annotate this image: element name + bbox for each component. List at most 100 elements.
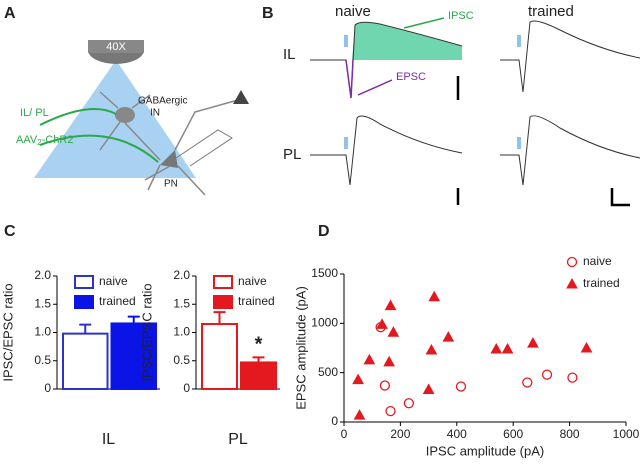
y-tick-label: 2.0 [34, 268, 51, 282]
objective-body [88, 40, 144, 53]
x-tick-label: 0 [341, 427, 348, 441]
legend-swatch [74, 275, 94, 289]
x-axis-label: PL [228, 431, 248, 448]
y-tick-label: 1.0 [173, 325, 190, 339]
y-axis-label: EPSC amplitude (pA) [293, 286, 308, 410]
point [425, 343, 438, 355]
virus-label: AAV2-ChR2 [16, 134, 73, 147]
y-tick-label: 0.5 [34, 353, 51, 367]
epsc-arrow [357, 79, 393, 96]
annotation: * [255, 334, 263, 356]
stim [517, 137, 521, 149]
point [376, 318, 388, 329]
legend-marker [566, 256, 578, 268]
legend-label: trained [583, 276, 620, 290]
row-label: IL [283, 46, 296, 63]
y-axis-label: IPSC/EPSC ratio [139, 283, 154, 381]
panel-label: D [318, 223, 330, 240]
y-tick-label: 1.5 [34, 296, 51, 310]
point [384, 299, 397, 311]
pyramidal-remote [233, 90, 249, 104]
in-label: GABAergic [138, 96, 187, 107]
y-tick-label: 0 [331, 414, 338, 428]
y-axis-label: IPSC/EPSC ratio [0, 283, 15, 381]
y-tick-label: 1500 [311, 266, 338, 280]
y-tick-label: 0 [183, 381, 190, 395]
light-cone [34, 60, 196, 178]
column-label: naive [335, 3, 371, 20]
legend-label: naive [583, 254, 612, 268]
scale-bar [456, 76, 630, 207]
x-axis-label: IPSC amplitude (pA) [426, 443, 545, 458]
y-tick-label: 0.5 [173, 353, 190, 367]
ipsc-fill [352, 22, 462, 60]
pn-label: PN [164, 179, 178, 190]
point [353, 409, 366, 420]
point [422, 383, 435, 394]
epsc-label: EPSC [396, 71, 426, 83]
legend-label: trained [99, 294, 136, 308]
point [385, 405, 396, 417]
y-tick-label: 1.0 [34, 325, 51, 339]
legend-swatch [74, 295, 94, 309]
y-tick-label: 0 [44, 381, 51, 395]
point [387, 326, 400, 337]
trace [500, 115, 640, 186]
point [527, 337, 539, 348]
in-label: IN [150, 108, 160, 119]
x-tick-label: 400 [447, 427, 467, 441]
legend-label: trained [238, 294, 275, 308]
point [379, 380, 391, 391]
legend-swatch [213, 275, 233, 289]
point [567, 372, 578, 383]
objective-label: 40X [106, 41, 126, 53]
diagram: 40X GABAergic IN IL/ PL AAV2-ChR2 PN [16, 40, 249, 196]
error-bar [127, 315, 140, 324]
axon-arrow [39, 108, 117, 126]
point [580, 341, 593, 353]
legend-label: naive [99, 274, 128, 288]
epsc-trace [345, 59, 354, 99]
trace [500, 20, 640, 93]
y-tick-label: 2.0 [173, 268, 190, 282]
row-label: PL [283, 146, 301, 163]
point [541, 369, 553, 380]
pn-dendrites [144, 99, 239, 196]
panel-label: C [4, 223, 16, 240]
pyramidal-neuron [160, 150, 178, 168]
point [490, 342, 503, 354]
stim [344, 35, 348, 47]
x-tick-label: 800 [560, 427, 580, 441]
error-bar [213, 311, 226, 325]
legend-label: naive [238, 274, 267, 288]
axon-arrow [39, 134, 159, 163]
pipette [175, 129, 233, 167]
x-tick-label: 600 [503, 427, 523, 441]
ipsc-label: IPSC [448, 10, 474, 22]
virus-part: -ChR2 [42, 134, 74, 146]
y-tick-label: 1.5 [173, 296, 190, 310]
legend-marker [566, 277, 578, 289]
x-axis-label: IL [102, 431, 115, 448]
column-label: trained [528, 3, 574, 20]
input-label: IL/ PL [20, 107, 49, 119]
legend-swatch [213, 295, 233, 309]
virus-part: 2 [37, 138, 42, 147]
ipsc-arrow [403, 17, 445, 29]
error-bar [252, 356, 265, 363]
trace [310, 21, 463, 99]
y-tick-label: 1000 [311, 316, 338, 330]
bar [201, 323, 238, 390]
panel-label: B [262, 5, 274, 22]
point [383, 355, 395, 367]
point [442, 331, 455, 342]
y-tick-label: 500 [318, 365, 338, 379]
point [522, 377, 533, 388]
point [403, 398, 415, 409]
trace [310, 115, 463, 186]
point [428, 290, 441, 302]
stim [344, 137, 348, 149]
point [455, 381, 467, 392]
bar [62, 332, 109, 391]
